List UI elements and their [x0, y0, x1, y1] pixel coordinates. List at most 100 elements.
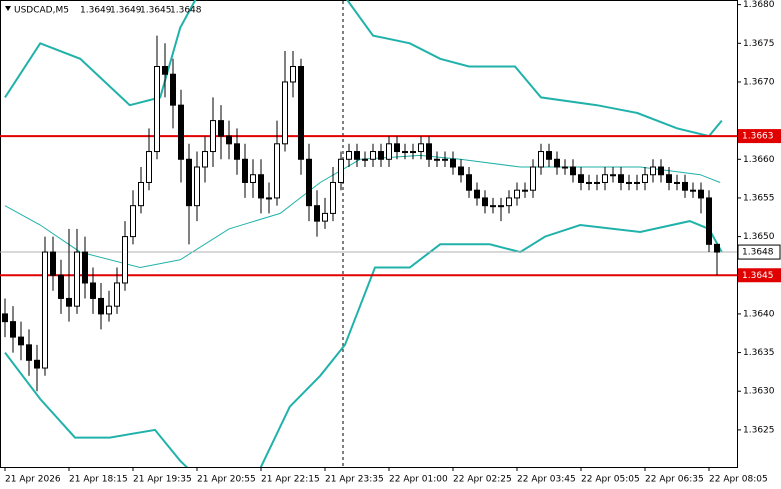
- y-tick-label: 1.3655: [743, 193, 775, 203]
- candle-body: [514, 189, 520, 199]
- candle-body: [210, 120, 216, 153]
- candle-body: [282, 81, 288, 145]
- candle-body: [330, 181, 336, 214]
- x-tick-label: 22 Apr 02:25: [453, 475, 512, 485]
- candle-body: [418, 143, 424, 153]
- candle-body: [138, 181, 144, 207]
- candle-body: [402, 151, 408, 154]
- candle-body: [578, 174, 584, 183]
- ohlc-close: 1.3648: [170, 6, 202, 16]
- candle-body: [386, 143, 392, 160]
- candle-body: [378, 151, 384, 160]
- candle-body: [122, 236, 128, 284]
- candle-body: [154, 65, 160, 153]
- candle-body: [562, 166, 568, 169]
- candle-body: [498, 205, 504, 208]
- candle-body: [226, 135, 232, 145]
- candle-body: [458, 166, 464, 176]
- candle-body: [594, 181, 600, 184]
- candle-body: [290, 65, 296, 83]
- y-tick-label: 1.3670: [743, 77, 775, 87]
- candle-body: [266, 197, 272, 200]
- plot-frame: [0, 0, 738, 468]
- candle-body: [546, 151, 552, 160]
- candle-body: [2, 313, 8, 323]
- candle-body: [66, 297, 72, 307]
- x-tick-label: 22 Apr 03:45: [517, 475, 576, 485]
- y-tick-label: 1.3640: [743, 309, 775, 319]
- candle-body: [666, 174, 672, 183]
- candle-body: [482, 197, 488, 207]
- y-tick-label: 1.3680: [743, 0, 775, 10]
- x-tick-label: 22 Apr 01:00: [389, 475, 448, 485]
- candle-body: [186, 158, 192, 207]
- candle-body: [106, 305, 112, 315]
- candle-body: [538, 151, 544, 168]
- y-tick-label: 1.3675: [743, 39, 775, 49]
- candle-body: [706, 197, 712, 245]
- candle-body: [98, 297, 104, 315]
- candle-body: [466, 174, 472, 191]
- x-tick-label: 21 Apr 20:55: [197, 475, 256, 485]
- candle-body: [178, 104, 184, 160]
- candle-body: [242, 158, 248, 183]
- candle-body: [362, 158, 368, 161]
- candle-body: [162, 65, 168, 75]
- candle-body: [346, 151, 352, 160]
- x-tick-label: 22 Apr 06:35: [645, 475, 704, 485]
- candle-body: [642, 174, 648, 183]
- x-tick-label: 21 Apr 2026: [5, 475, 61, 485]
- candle-body: [530, 166, 536, 191]
- x-tick-label: 22 Apr 08:05: [709, 475, 768, 485]
- x-tick-label: 21 Apr 18:15: [69, 475, 128, 485]
- candle-body: [394, 143, 400, 153]
- bollinger-band: [4, 220, 723, 467]
- candle-body: [10, 321, 16, 338]
- candle-body: [130, 205, 136, 238]
- candle-body: [490, 205, 496, 208]
- candle-body: [570, 166, 576, 176]
- candle-body: [698, 189, 704, 199]
- candle-body: [306, 158, 312, 207]
- candle-body: [194, 166, 200, 207]
- level-label: 1.3645: [742, 271, 774, 281]
- candle-body: [234, 143, 240, 160]
- x-tick-label: 22 Apr 05:05: [581, 475, 640, 485]
- candle-body: [170, 73, 176, 106]
- candle-body: [426, 143, 432, 160]
- candle-body: [682, 181, 688, 191]
- ohlc-high: 1.3649: [110, 6, 142, 16]
- candle-body: [90, 282, 96, 299]
- candle-body: [314, 205, 320, 222]
- candle-body: [250, 174, 256, 183]
- candle-body: [258, 174, 264, 199]
- candle-body: [658, 166, 664, 176]
- candle-body: [146, 151, 152, 183]
- candle-body: [434, 158, 440, 161]
- candle-body: [298, 65, 304, 160]
- candle-body: [114, 282, 120, 307]
- candle-body: [634, 181, 640, 184]
- candle-body: [602, 174, 608, 183]
- candle-body: [506, 197, 512, 207]
- ohlc-open: 1.3649: [80, 6, 112, 16]
- candle-body: [714, 243, 720, 253]
- ohlc-low: 1.3645: [140, 6, 172, 16]
- candle-body: [450, 158, 456, 168]
- candles: [2, 35, 720, 392]
- candle-body: [650, 166, 656, 176]
- candle-body: [202, 151, 208, 168]
- price-label: 1.3648: [742, 248, 774, 258]
- level-label-box: [738, 129, 781, 144]
- candle-body: [34, 359, 40, 369]
- candle-body: [58, 274, 64, 299]
- candle-body: [354, 151, 360, 160]
- chart-title: USDCAD,M5: [14, 6, 69, 16]
- candle-body: [26, 344, 32, 361]
- price-label-box: [737, 244, 781, 260]
- candle-body: [442, 158, 448, 161]
- candle-body: [410, 151, 416, 154]
- y-tick-label: 1.3660: [743, 155, 775, 165]
- y-tick-label: 1.3625: [743, 425, 775, 435]
